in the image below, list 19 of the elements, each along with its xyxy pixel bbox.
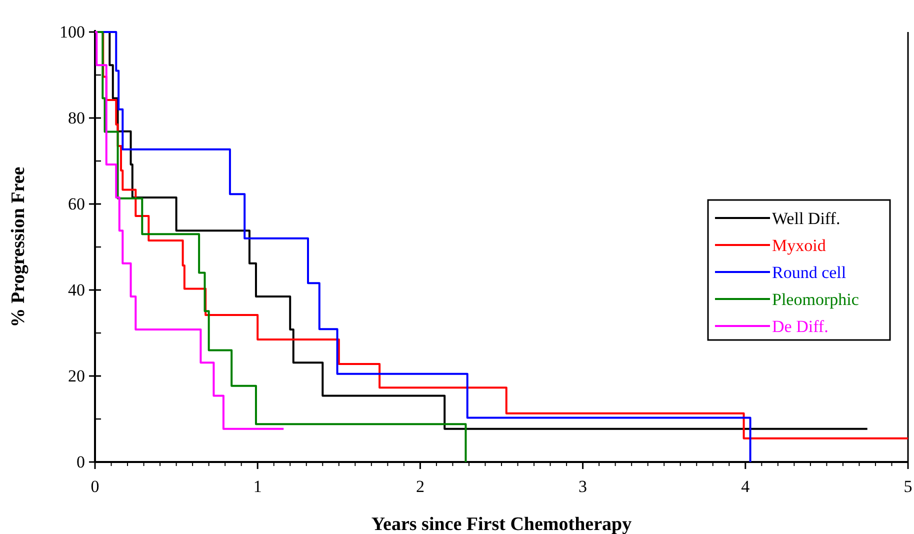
x-tick-label: 5 xyxy=(904,477,912,496)
legend-label: De Diff. xyxy=(772,316,828,336)
legend-label: Pleomorphic xyxy=(772,290,860,309)
x-tick-label: 2 xyxy=(416,477,424,496)
y-tick-label: 40 xyxy=(68,280,85,300)
x-axis-title: Years since First Chemotherapy xyxy=(371,514,632,534)
y-tick-label: 0 xyxy=(76,452,85,472)
x-tick-label: 1 xyxy=(253,477,262,496)
legend-label: Round cell xyxy=(772,262,846,282)
legend-label: Myxoid xyxy=(772,236,826,255)
y-tick-label: 60 xyxy=(68,194,85,214)
y-axis-title: % Progression Free xyxy=(8,166,29,328)
y-tick-label: 100 xyxy=(60,22,85,42)
x-tick-label: 3 xyxy=(578,477,588,496)
y-tick-label: 20 xyxy=(68,366,85,386)
x-tick-label: 4 xyxy=(741,477,750,496)
y-tick-label: 80 xyxy=(68,108,85,128)
x-tick-label: 0 xyxy=(90,477,100,496)
legend-label: Well Diff. xyxy=(772,208,840,228)
